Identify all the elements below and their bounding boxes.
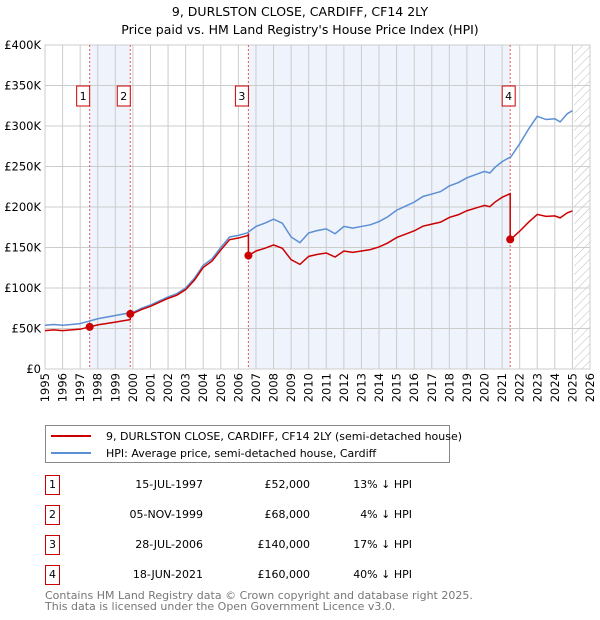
- x-tick-label: 2019: [460, 373, 474, 402]
- x-tick-label: 1995: [38, 373, 52, 402]
- x-tick-label: 2018: [442, 373, 456, 402]
- sale-marker-label: 1: [80, 90, 87, 103]
- sale-hpi-diff: 13% ↓ HPI: [353, 478, 412, 491]
- x-tick-label: 2022: [513, 373, 527, 402]
- footer-licence: This data is licensed under the Open Gov…: [45, 600, 396, 613]
- chart-subtitle: Price paid vs. HM Land Registry's House …: [121, 22, 479, 37]
- x-tick-label: 1996: [56, 373, 70, 402]
- x-tick-label: 1997: [73, 373, 87, 402]
- y-tick-label: £200K: [4, 200, 41, 214]
- x-tick-label: 2002: [161, 373, 175, 402]
- x-tick-label: 2006: [231, 373, 245, 402]
- sale-date: 05-NOV-1999: [129, 508, 203, 521]
- x-tick-label: 2014: [372, 373, 386, 402]
- legend-item-hpi: HPI: Average price, semi-detached house,…: [46, 445, 376, 461]
- x-tick-label: 2016: [407, 373, 421, 402]
- x-tick-label: 1999: [108, 373, 122, 402]
- sale-row: 2 05-NOV-1999 £68,000 4% ↓ HPI: [45, 505, 465, 525]
- sale-number: 4: [45, 565, 60, 585]
- sale-marker-box: [76, 85, 91, 107]
- y-tick-label: £350K: [4, 79, 41, 93]
- sale-marker-box: [234, 85, 249, 107]
- sale-date: 15-JUL-1997: [135, 478, 203, 491]
- sale-date: 28-JUL-2006: [135, 538, 203, 551]
- y-tick-label: £100K: [4, 281, 41, 295]
- footer-copyright: Contains HM Land Registry data © Crown c…: [45, 589, 473, 602]
- y-tick-label: £150K: [4, 241, 41, 255]
- x-tick-label: 2023: [530, 373, 544, 402]
- x-tick-label: 2001: [143, 373, 157, 402]
- x-tick-label: 2012: [337, 373, 351, 402]
- x-tick-label: 2026: [583, 373, 597, 402]
- sale-marker-label: 2: [120, 90, 127, 103]
- sale-point: [244, 251, 253, 260]
- legend: 9, DURLSTON CLOSE, CARDIFF, CF14 2LY (se…: [45, 425, 462, 463]
- x-tick-label: 2013: [354, 373, 368, 402]
- sale-marker-box: [501, 85, 516, 107]
- x-tick-label: 2025: [565, 373, 579, 402]
- x-tick-label: 2010: [302, 373, 316, 402]
- sale-hpi-diff: 17% ↓ HPI: [353, 538, 412, 551]
- sale-price: £160,000: [257, 568, 311, 581]
- sale-point: [126, 309, 135, 318]
- legend-swatch-property: [51, 435, 91, 437]
- chart-title: 9, DURLSTON CLOSE, CARDIFF, CF14 2LY: [171, 4, 429, 19]
- x-tick-label: 2008: [267, 373, 281, 402]
- x-tick-label: 2005: [214, 373, 228, 402]
- sale-row: 3 28-JUL-2006 £140,000 17% ↓ HPI: [45, 535, 465, 555]
- sale-point: [85, 322, 94, 331]
- legend-label-property: 9, DURLSTON CLOSE, CARDIFF, CF14 2LY (se…: [106, 429, 463, 443]
- x-tick-label: 2003: [179, 373, 193, 402]
- sale-point: [506, 235, 515, 244]
- x-tick-label: 2024: [548, 373, 562, 402]
- y-tick-label: £300K: [4, 119, 41, 133]
- legend-label-hpi: HPI: Average price, semi-detached house,…: [106, 446, 377, 460]
- legend-item-property: 9, DURLSTON CLOSE, CARDIFF, CF14 2LY (se…: [46, 428, 462, 444]
- sale-marker-box: [116, 85, 131, 107]
- sale-price: £52,000: [264, 478, 311, 491]
- sale-hpi-diff: 40% ↓ HPI: [353, 568, 412, 581]
- y-tick-label: £400K: [4, 38, 41, 52]
- sale-number: 2: [45, 505, 60, 525]
- hpi-line: [44, 109, 573, 327]
- x-tick-label: 2021: [495, 373, 509, 402]
- x-tick-label: 2017: [425, 373, 439, 402]
- price-chart: 1995 1996 1997 1998 1999 2000 2001 2002 2003 2004…: [4, 38, 597, 402]
- sale-row: 1 15-JUL-1997 £52,000 13% ↓ HPI: [45, 475, 465, 495]
- sale-number: 1: [45, 475, 60, 495]
- y-tick-label: £0: [26, 362, 41, 376]
- y-tick-label: £250K: [4, 160, 41, 174]
- sale-row: 4 18-JUN-2021 £160,000 40% ↓ HPI: [45, 565, 465, 585]
- x-tick-label: 2015: [390, 373, 404, 402]
- x-tick-label: 2007: [249, 373, 263, 402]
- x-tick-label: 1998: [91, 373, 105, 402]
- sale-price: £140,000: [257, 538, 311, 551]
- sale-marker-label: 3: [238, 90, 245, 103]
- plot-border: [44, 44, 591, 370]
- x-tick-label: 2004: [196, 373, 210, 402]
- y-tick-label: £50K: [12, 322, 42, 336]
- sale-price: £68,000: [264, 508, 311, 521]
- sale-marker-label: 4: [505, 90, 512, 103]
- x-tick-label: 2009: [284, 373, 298, 402]
- legend-swatch-hpi: [51, 452, 91, 454]
- x-tick-label: 2000: [126, 373, 140, 402]
- x-tick-label: 2011: [319, 373, 333, 402]
- x-tick-label: 2020: [478, 373, 492, 402]
- sale-date: 18-JUN-2021: [132, 568, 203, 581]
- sale-hpi-diff: 4% ↓ HPI: [360, 508, 412, 521]
- sale-number: 3: [45, 535, 60, 555]
